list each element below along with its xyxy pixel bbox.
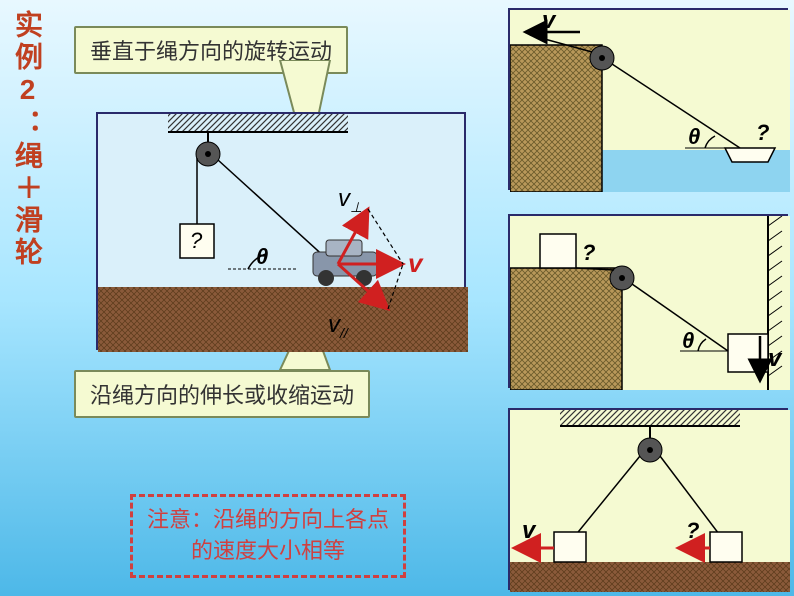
q-label-3: ? [686,518,699,543]
note-line1: 注意：沿绳的方向上各点 [147,507,389,532]
q-label-2: ? [582,240,595,265]
sidebar-title: 实例2：绳＋滑轮 [4,10,44,269]
v-perp-label: v⊥ [338,185,362,215]
v-label-main: v [408,248,424,278]
v-label-2: v [768,345,783,372]
side-diagram-3: v ? [508,408,788,590]
theta-label-1: θ [688,124,700,149]
callout-bottom: 沿绳方向的伸长或收缩运动 [74,370,370,418]
note-line2: 的速度大小相等 [191,538,345,563]
v-label-3: v [522,517,537,544]
v-label-1: v [542,10,557,34]
side-diagram-2: ? θ v [508,214,788,388]
callout-bottom-text: 沿绳方向的伸长或收缩运动 [90,383,354,408]
main-diagram: ? θ v v⊥ v// [96,112,466,350]
theta-label-main: θ [256,244,268,269]
question-label-main: ? [190,228,203,253]
q-label-1: ? [756,120,769,145]
theta-label-2: θ [682,328,694,353]
side-diagram-1: v θ ? [508,8,788,190]
note-box: 注意：沿绳的方向上各点 的速度大小相等 [130,494,406,578]
